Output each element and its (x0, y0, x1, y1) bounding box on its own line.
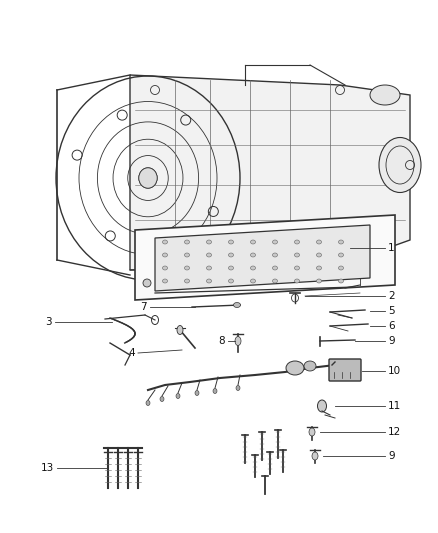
Ellipse shape (233, 303, 240, 308)
Ellipse shape (309, 428, 315, 436)
Ellipse shape (272, 266, 278, 270)
Ellipse shape (251, 279, 255, 283)
Ellipse shape (146, 400, 150, 406)
Ellipse shape (229, 240, 233, 244)
Ellipse shape (318, 400, 326, 412)
Ellipse shape (184, 279, 190, 283)
Text: 5: 5 (388, 306, 395, 316)
Ellipse shape (272, 240, 278, 244)
Polygon shape (130, 75, 410, 270)
Ellipse shape (229, 279, 233, 283)
Text: 8: 8 (219, 336, 225, 346)
Ellipse shape (162, 266, 167, 270)
Ellipse shape (229, 266, 233, 270)
Ellipse shape (272, 253, 278, 257)
Ellipse shape (213, 389, 217, 393)
Ellipse shape (317, 253, 321, 257)
Ellipse shape (251, 253, 255, 257)
Text: 9: 9 (388, 451, 395, 461)
Text: 7: 7 (140, 302, 147, 312)
Ellipse shape (235, 336, 241, 345)
Ellipse shape (286, 361, 304, 375)
Text: 10: 10 (388, 366, 401, 376)
Text: 6: 6 (388, 321, 395, 331)
Ellipse shape (206, 240, 212, 244)
Text: 13: 13 (41, 463, 54, 473)
Ellipse shape (317, 266, 321, 270)
Ellipse shape (339, 240, 343, 244)
Ellipse shape (294, 253, 300, 257)
Ellipse shape (162, 279, 167, 283)
Ellipse shape (379, 138, 421, 192)
Text: 9: 9 (388, 336, 395, 346)
Ellipse shape (206, 253, 212, 257)
Ellipse shape (184, 266, 190, 270)
Ellipse shape (206, 279, 212, 283)
Ellipse shape (294, 240, 300, 244)
FancyBboxPatch shape (329, 359, 361, 381)
Ellipse shape (272, 279, 278, 283)
Ellipse shape (317, 279, 321, 283)
Ellipse shape (206, 266, 212, 270)
Ellipse shape (229, 253, 233, 257)
Polygon shape (155, 225, 370, 291)
Ellipse shape (251, 240, 255, 244)
Text: 4: 4 (128, 348, 135, 358)
Ellipse shape (370, 85, 400, 105)
Ellipse shape (177, 326, 183, 335)
Ellipse shape (294, 279, 300, 283)
Ellipse shape (304, 361, 316, 371)
Text: 3: 3 (46, 317, 52, 327)
Ellipse shape (184, 253, 190, 257)
Ellipse shape (139, 168, 157, 188)
Ellipse shape (312, 452, 318, 460)
Ellipse shape (160, 397, 164, 401)
Ellipse shape (143, 279, 151, 287)
Ellipse shape (339, 279, 343, 283)
Ellipse shape (317, 240, 321, 244)
Ellipse shape (184, 240, 190, 244)
Ellipse shape (162, 253, 167, 257)
Text: 12: 12 (388, 427, 401, 437)
Text: 11: 11 (388, 401, 401, 411)
Ellipse shape (176, 393, 180, 399)
Text: 2: 2 (388, 291, 395, 301)
Ellipse shape (236, 385, 240, 391)
Ellipse shape (251, 266, 255, 270)
Ellipse shape (339, 253, 343, 257)
Ellipse shape (339, 266, 343, 270)
Ellipse shape (162, 240, 167, 244)
Polygon shape (135, 215, 395, 300)
Ellipse shape (294, 266, 300, 270)
Ellipse shape (195, 391, 199, 395)
Text: 1: 1 (388, 243, 395, 253)
